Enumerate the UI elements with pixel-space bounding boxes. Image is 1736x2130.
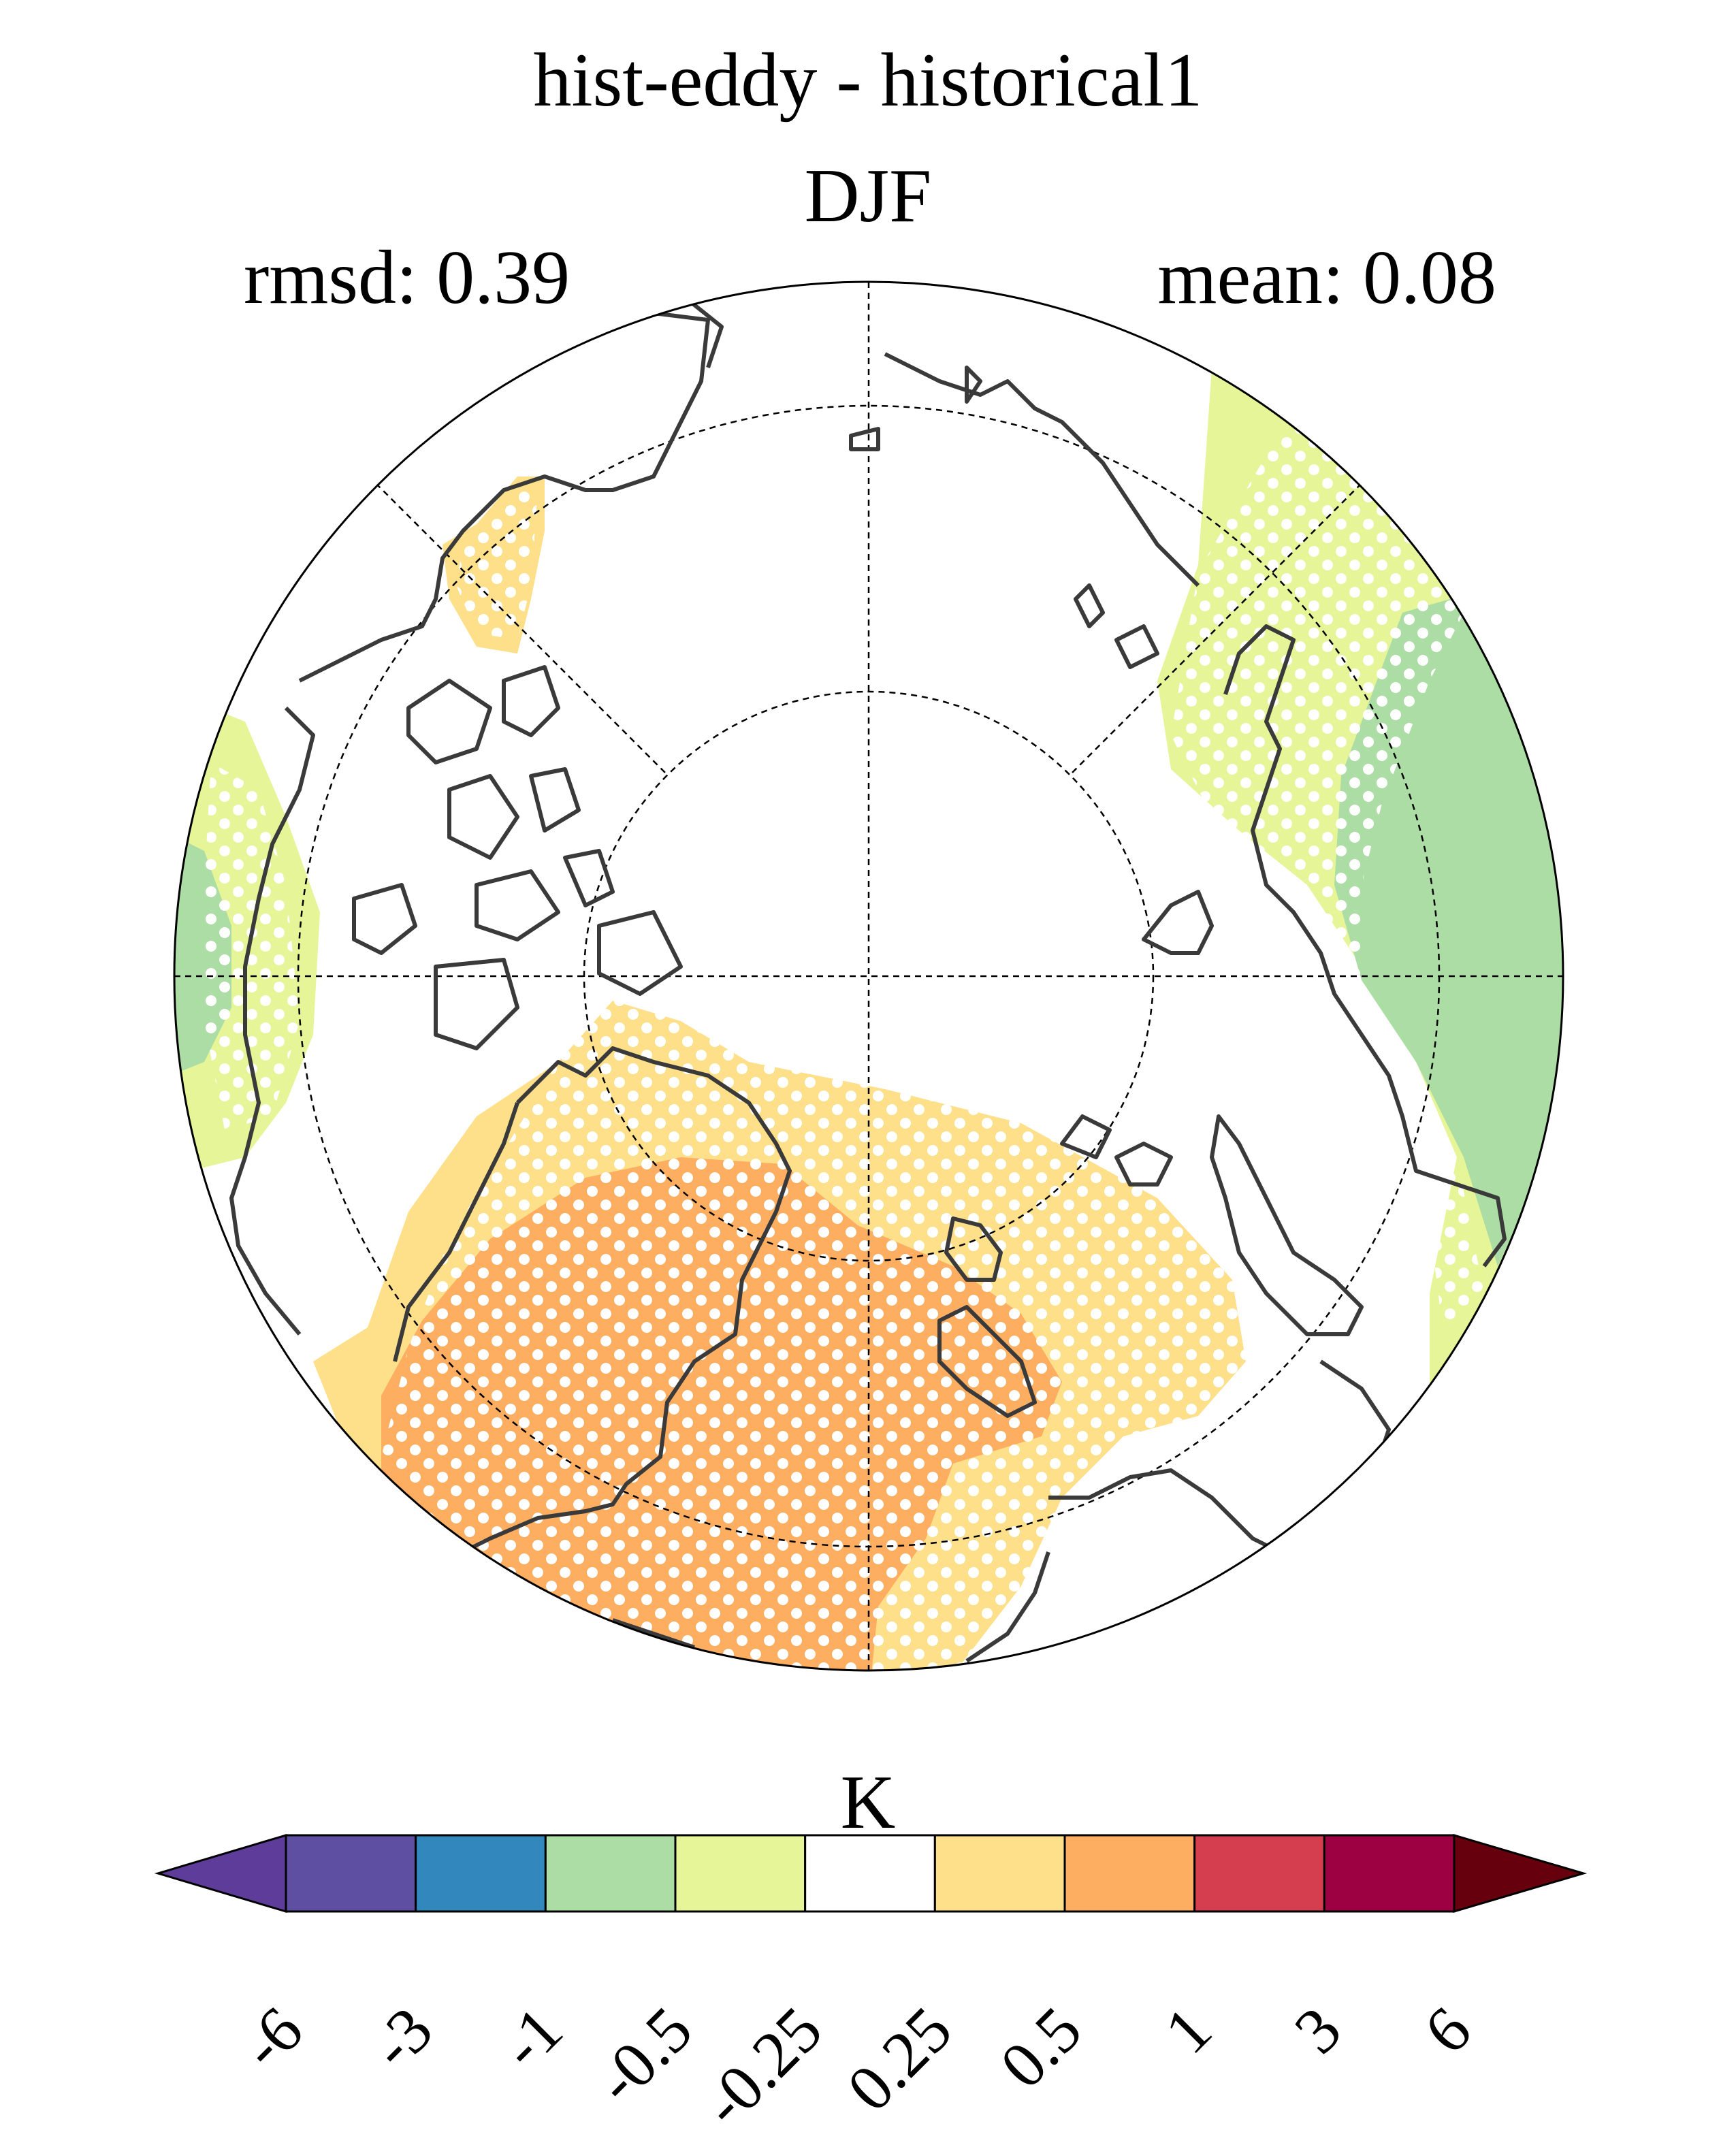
polar-map xyxy=(173,280,1564,1672)
colorbar-box xyxy=(1323,1834,1456,1913)
colorbar-tick-label: 0.5 xyxy=(986,1992,1095,2102)
rmsd-label: rmsd: 0.39 xyxy=(244,236,570,320)
colorbar-tick-label: -1 xyxy=(486,1992,576,2082)
colorbar-extend-min xyxy=(154,1833,287,1914)
colorbar-box xyxy=(415,1834,547,1913)
coastlines xyxy=(229,297,1507,1663)
map-border xyxy=(173,280,1564,1672)
colorbar-box xyxy=(933,1834,1066,1913)
meridian-ne xyxy=(1070,483,1362,775)
colorbar-tick-label: 6 xyxy=(1410,1992,1485,2067)
colorbar-box xyxy=(544,1834,677,1913)
colorbar-tick-label: -0.5 xyxy=(581,1992,706,2117)
colorbar-tick-label: 0.25 xyxy=(833,1992,965,2125)
colorbar-tick-label: 1 xyxy=(1151,1992,1225,2067)
mean-label: mean: 0.08 xyxy=(1157,236,1496,320)
colorbar-box xyxy=(804,1834,936,1913)
colorbar-box xyxy=(674,1834,807,1913)
colorbar-tick-label: -6 xyxy=(227,1992,317,2082)
meridian-nw xyxy=(375,483,668,775)
anomaly-fields xyxy=(174,282,1563,1671)
significance-stippling xyxy=(204,408,1484,1671)
colorbar-box xyxy=(285,1834,417,1913)
colorbar-tick-label: 3 xyxy=(1281,1992,1355,2067)
colorbar-tick-label: -0.25 xyxy=(688,1992,835,2130)
colorbar-tick-label: -3 xyxy=(356,1992,446,2082)
latitude-circle-70 xyxy=(583,690,1155,1262)
colorbar-unit-label: K xyxy=(840,1760,896,1845)
colorbar-extend-max xyxy=(1453,1833,1588,1914)
graticule xyxy=(174,282,1563,1671)
colorbar-boxes xyxy=(154,1833,1588,1914)
colorbar-box xyxy=(1193,1834,1325,1913)
colorbar-tick-labels: -6 -3 -1 -0.5-0.250.25 0.5 1 3 6 xyxy=(227,1992,1485,2130)
figure-title: hist-eddy - historical1 xyxy=(533,38,1203,123)
season-label: DJF xyxy=(804,154,932,238)
colorbar-box xyxy=(1063,1834,1196,1913)
